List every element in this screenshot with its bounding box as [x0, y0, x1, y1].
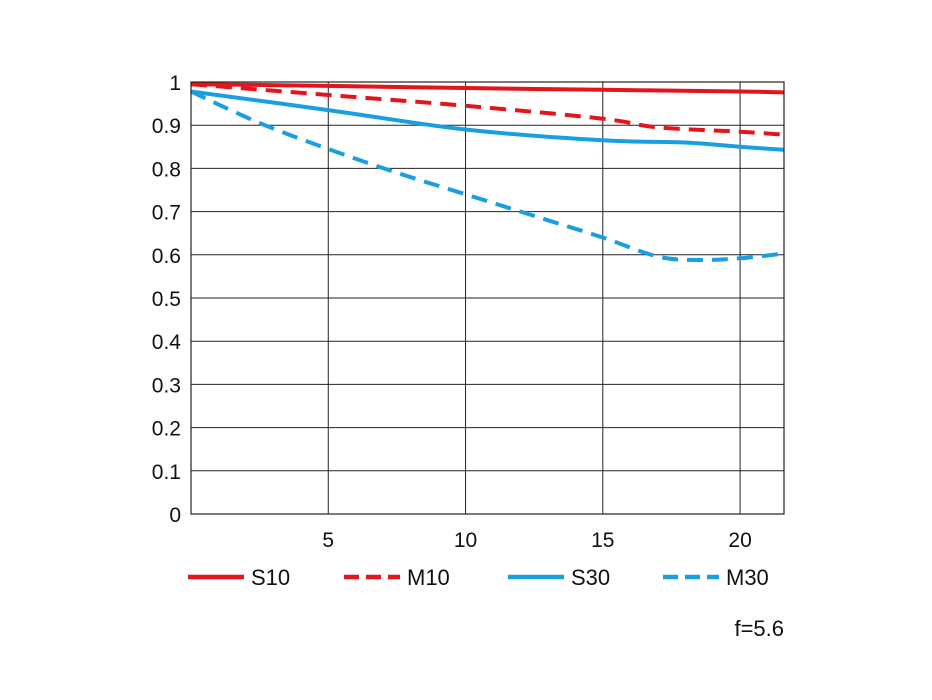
x-tick-label: 15 [591, 529, 614, 552]
y-tick-label: 0.4 [152, 331, 182, 354]
y-tick-label: 0.8 [152, 158, 181, 181]
legend-label-s10: S10 [251, 565, 290, 590]
y-tick-label: 1 [169, 72, 181, 95]
grid [191, 81, 784, 515]
x-tick-label: 10 [454, 529, 477, 552]
legend-label-m30: M30 [726, 565, 769, 590]
y-axis-ticks: 0 0.1 0.2 0.3 0.4 0.5 0.6 0.7 0.8 0.9 1 [152, 72, 182, 527]
legend-label-m10: M10 [407, 565, 450, 590]
y-tick-label: 0 [169, 504, 181, 527]
y-tick-label: 0.5 [152, 288, 181, 311]
series-line-m10 [190, 82, 785, 137]
y-tick-label: 0.7 [152, 202, 181, 225]
series-line-m30 [190, 89, 785, 263]
legend: S10 M10 S30 M30 [188, 565, 769, 590]
x-tick-label: 20 [728, 529, 751, 552]
y-tick-label: 0.6 [152, 245, 181, 268]
y-tick-label: 0.2 [152, 418, 181, 441]
legend-label-s30: S30 [571, 565, 610, 590]
x-tick-label: 5 [322, 529, 334, 552]
series-line-s10 [190, 82, 785, 95]
y-tick-label: 0.3 [152, 374, 181, 397]
x-axis-ticks: 5 10 15 20 [322, 529, 751, 552]
aperture-label: f=5.6 [734, 616, 784, 641]
series-line-s30 [190, 89, 785, 152]
series-lines [190, 82, 785, 263]
y-tick-label: 0.9 [152, 115, 181, 138]
plot-frame [190, 81, 785, 515]
y-tick-label: 0.1 [152, 461, 181, 484]
